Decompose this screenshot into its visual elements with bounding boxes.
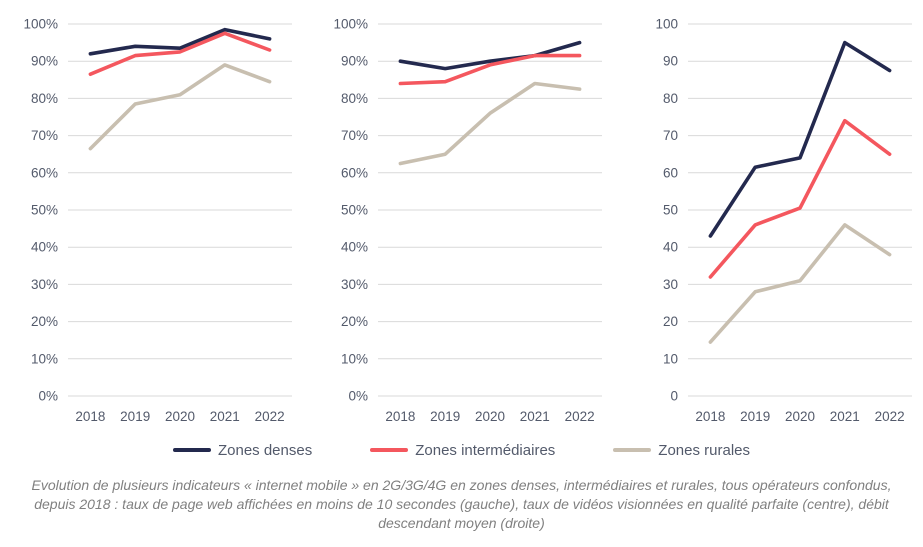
svg-text:50%: 50% [341,203,368,218]
svg-text:30%: 30% [31,277,58,292]
chart-page-load-svg: 0% 10% 20% 30% 40% 50% 60% 70% 80% 90% 100% 2018 201… [23,17,292,424]
svg-text:40%: 40% [31,240,58,255]
svg-text:60: 60 [663,165,678,180]
svg-text:80: 80 [663,91,678,106]
svg-text:30%: 30% [341,277,368,292]
svg-text:50%: 50% [31,203,58,218]
svg-text:2020: 2020 [785,409,815,424]
chart-download-speed-svg: 0 10 20 30 40 50 60 70 80 90 100 2018 2019 2020 2021 20… [655,17,912,424]
svg-text:60%: 60% [341,165,368,180]
svg-text:0: 0 [670,389,678,404]
svg-text:100%: 100% [333,17,368,32]
svg-text:10%: 10% [31,351,58,366]
svg-text:70%: 70% [341,128,368,143]
legend-swatch-zones-rurales-icon [613,448,652,452]
svg-text:20%: 20% [31,314,58,329]
svg-text:30: 30 [663,277,678,292]
legend-label-zones-denses: Zones denses [217,441,313,459]
svg-text:90%: 90% [341,54,368,69]
chart-video-quality-svg: 0% 10% 20% 30% 40% 50% 60% 70% 80% 90% 100% 2018 201… [333,17,602,424]
legend-swatch-zones-denses-icon [172,448,211,452]
legend: Zones denses Zones intermédiaires Zones … [0,436,923,464]
svg-text:50: 50 [663,203,678,218]
svg-text:0%: 0% [348,389,368,404]
svg-text:2021: 2021 [210,409,240,424]
svg-text:0%: 0% [38,389,58,404]
legend-item-zones-intermediaires: Zones intermédiaires [370,442,555,459]
legend-label-zones-intermediaires: Zones intermédiaires [415,441,556,459]
svg-text:2022: 2022 [565,409,595,424]
svg-text:2022: 2022 [875,409,905,424]
legend-swatch-zones-intermediaires-icon [370,448,409,452]
svg-text:10: 10 [663,351,678,366]
svg-text:60%: 60% [31,165,58,180]
svg-text:90%: 90% [31,54,58,69]
svg-text:10%: 10% [341,351,368,366]
legend-item-zones-denses: Zones denses [172,441,313,459]
legend-item-zones-rurales: Zones rurales [613,442,750,459]
svg-text:70: 70 [663,128,678,143]
svg-text:2019: 2019 [430,409,460,424]
svg-text:2018: 2018 [75,409,105,424]
legend-label-zones-rurales: Zones rurales [658,441,750,459]
svg-text:90: 90 [663,54,678,69]
svg-text:2019: 2019 [740,409,770,424]
svg-text:2020: 2020 [165,409,195,424]
svg-text:20%: 20% [341,314,368,329]
svg-text:2022: 2022 [255,409,285,424]
svg-text:40%: 40% [341,240,368,255]
svg-text:100: 100 [655,17,678,32]
svg-text:100%: 100% [23,17,58,32]
svg-text:40: 40 [663,240,678,255]
svg-text:80%: 80% [341,91,368,106]
svg-text:2018: 2018 [695,409,725,424]
svg-text:2018: 2018 [385,409,415,424]
svg-text:70%: 70% [31,128,58,143]
svg-text:20: 20 [663,314,678,329]
svg-text:2021: 2021 [520,409,550,424]
figure-caption: Evolution de plusieurs indicateurs « int… [31,477,892,531]
svg-text:2019: 2019 [120,409,150,424]
chart-download-speed: 0 10 20 30 40 50 60 70 80 90 100 2018 2019 2020 2021 20… [620,4,923,432]
chart-video-quality: 0% 10% 20% 30% 40% 50% 60% 70% 80% 90% 100% 2018 201… [310,4,613,432]
svg-text:80%: 80% [31,91,58,106]
chart-page-load: 0% 10% 20% 30% 40% 50% 60% 70% 80% 90% 100% 2018 201… [0,4,303,432]
svg-text:2020: 2020 [475,409,505,424]
charts-row: 0% 10% 20% 30% 40% 50% 60% 70% 80% 90% 100% 2018 201… [0,4,923,432]
svg-text:2021: 2021 [830,409,860,424]
